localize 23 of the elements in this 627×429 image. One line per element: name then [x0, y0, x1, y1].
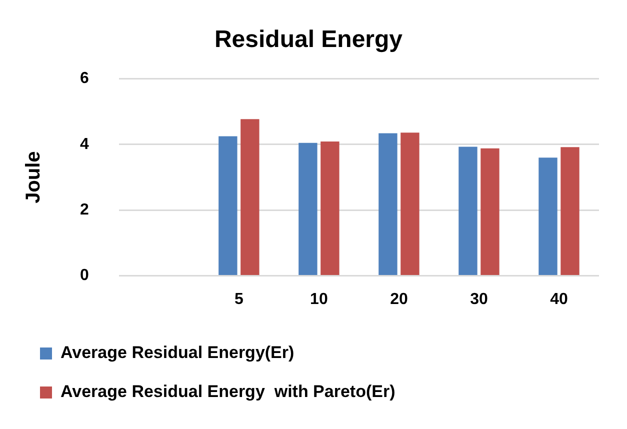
- legend-label: Average Residual Energy with Pareto(Er): [60, 382, 396, 402]
- x-tick-label: 10: [310, 290, 328, 308]
- y-tick-label: 2: [80, 202, 89, 219]
- bar: [218, 136, 238, 276]
- y-tick-label: 4: [80, 136, 89, 153]
- chart-title: Residual Energy: [214, 26, 404, 54]
- x-tick-label: 40: [550, 290, 568, 308]
- bar: [560, 147, 580, 276]
- x-tick-label: 20: [390, 290, 408, 308]
- x-tick-label: 5: [234, 290, 244, 308]
- bar: [480, 148, 500, 276]
- bar: [378, 133, 398, 276]
- bar: [538, 158, 558, 276]
- x-tick-label: 30: [470, 290, 488, 308]
- y-tick-label: 0: [80, 267, 89, 284]
- bar: [400, 132, 420, 276]
- legend-label: Average Residual Energy(Er): [60, 343, 294, 362]
- y-tick-label: 6: [80, 70, 89, 88]
- bar: [458, 146, 478, 276]
- bar: [320, 142, 340, 276]
- bar: [298, 142, 318, 276]
- y-axis-title: Joule: [22, 151, 45, 204]
- bar: [240, 119, 260, 276]
